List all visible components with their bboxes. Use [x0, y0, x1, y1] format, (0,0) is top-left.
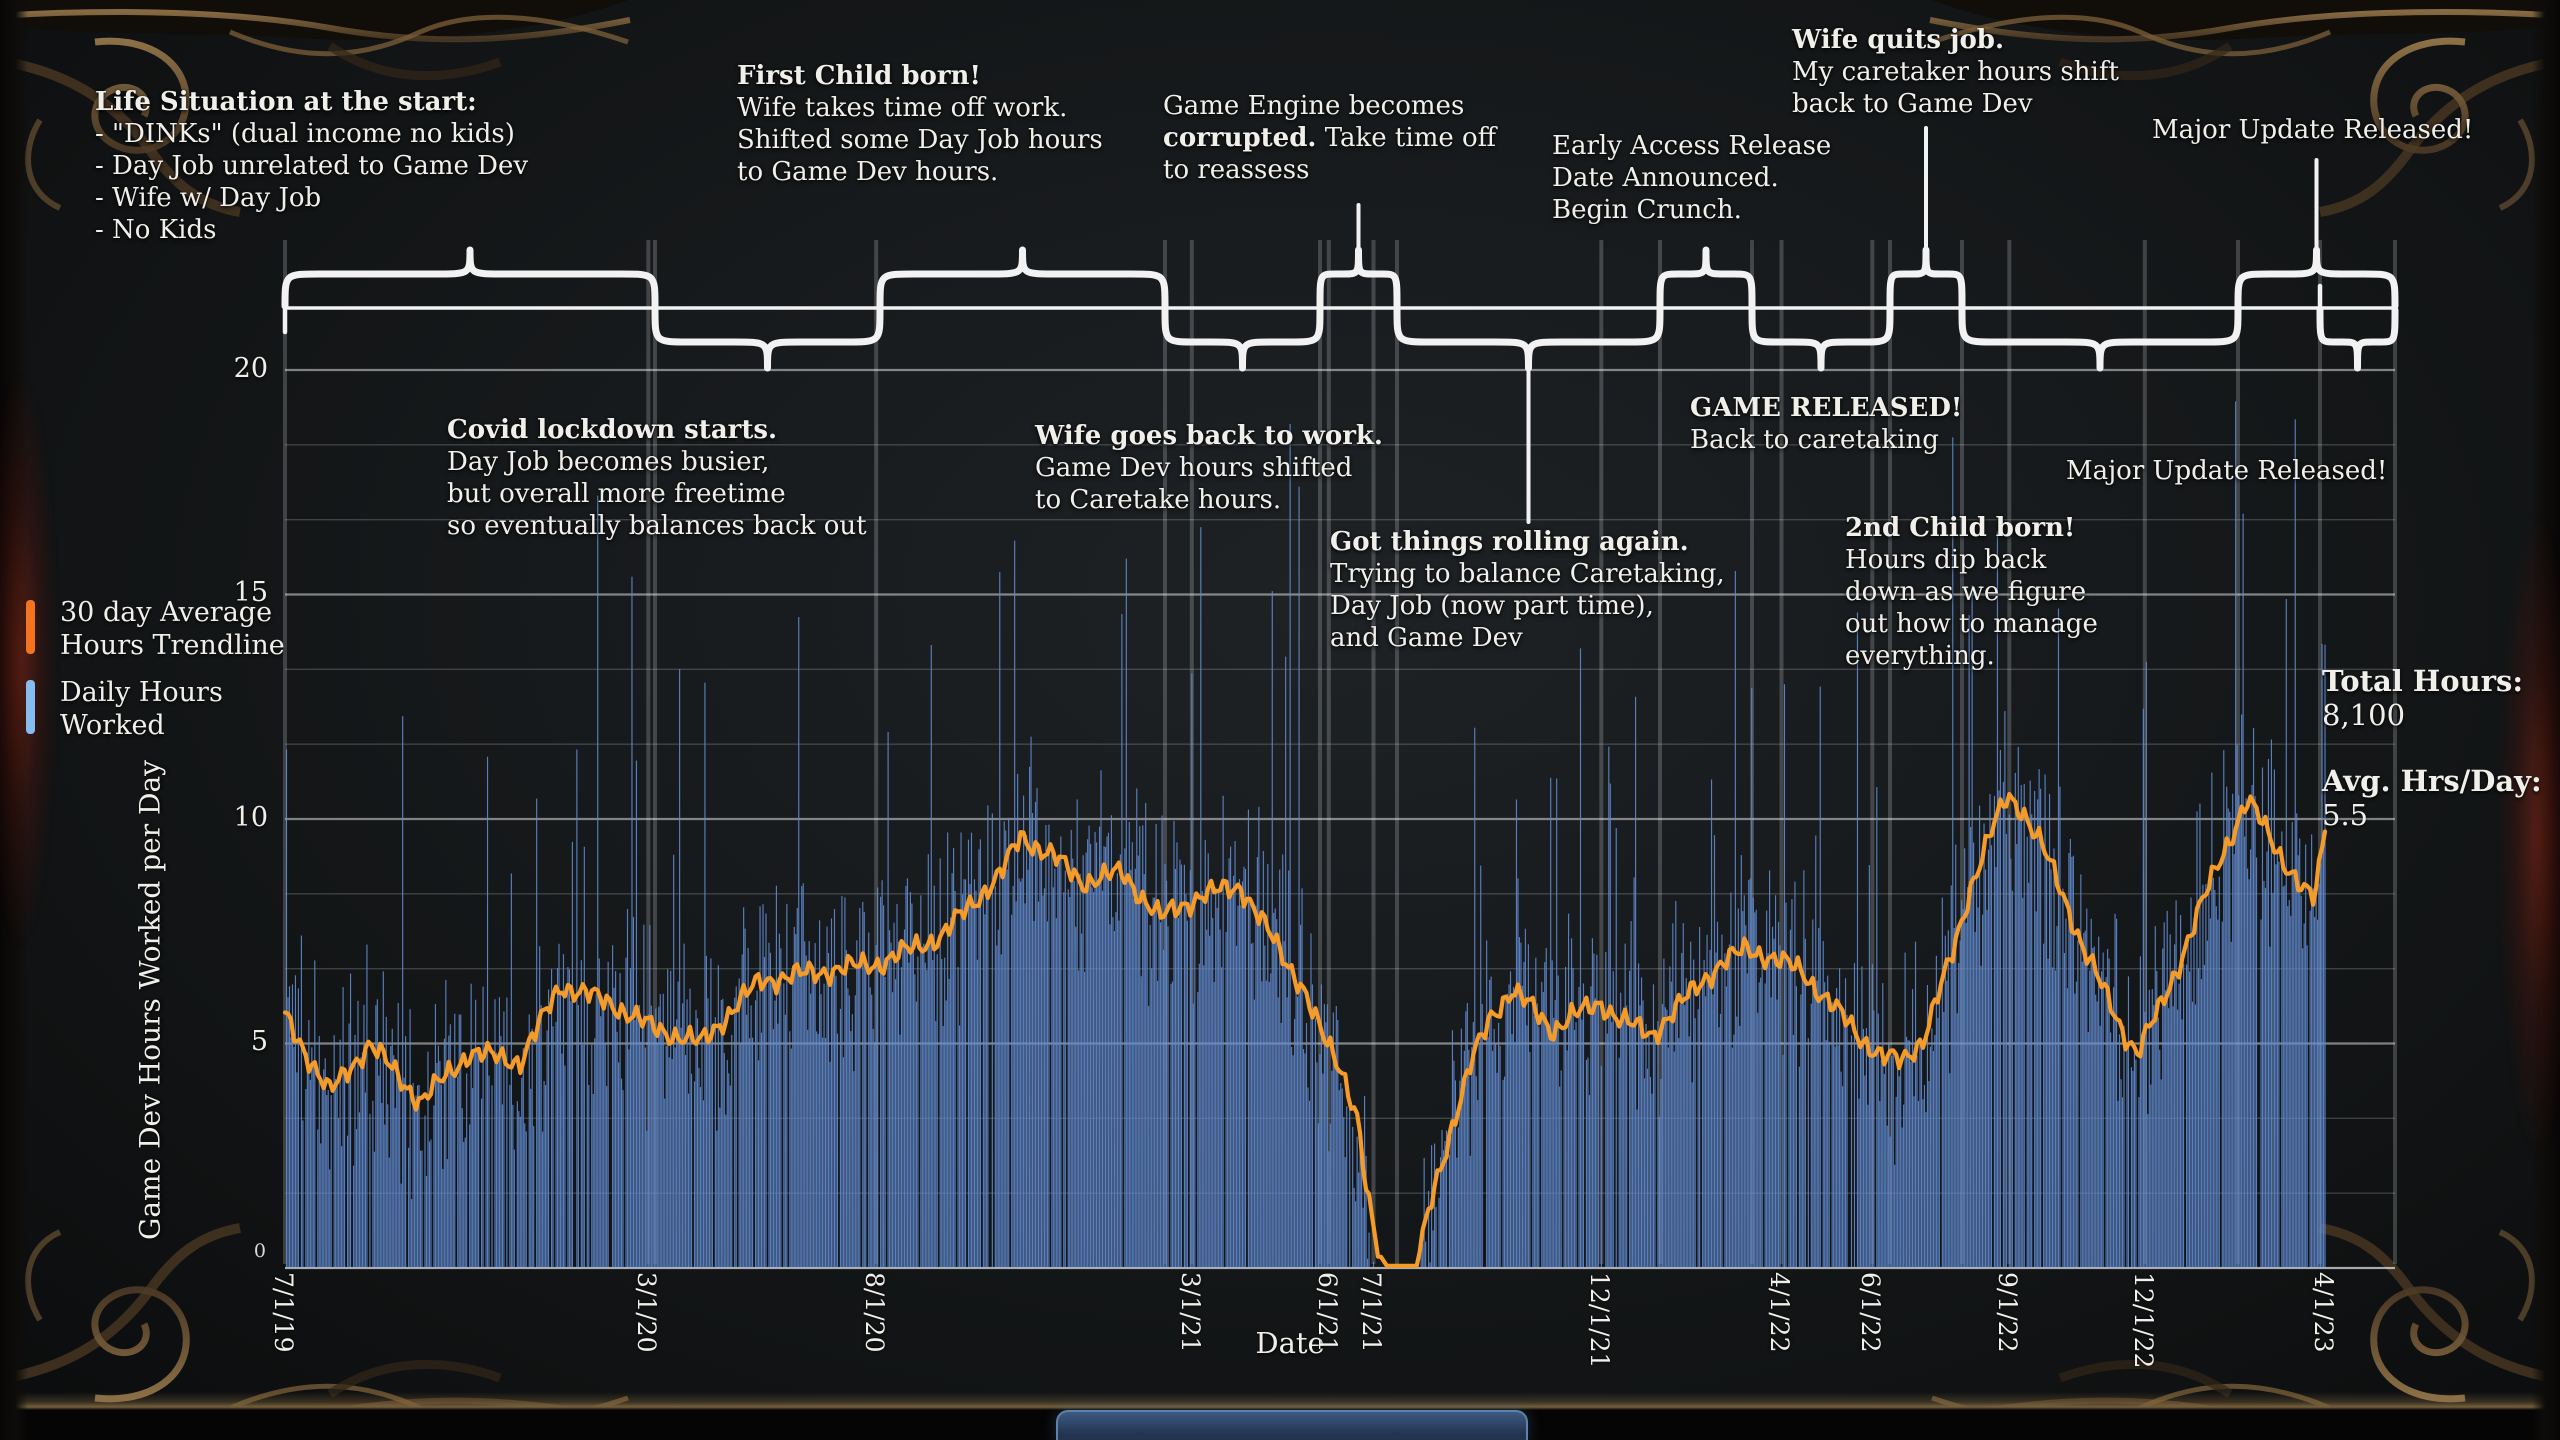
x-tick-label: 7/1/21 — [1357, 1272, 1387, 1353]
event-strip — [1888, 240, 1892, 1264]
x-tick-label: 12/1/22 — [2128, 1272, 2158, 1369]
trendline-30day — [282, 791, 2328, 1268]
event-strip — [1318, 240, 1322, 1264]
event-strip — [1658, 240, 1662, 1264]
y-tick-0: 0 — [253, 1240, 266, 1262]
annotation-early-access: Early Access Release Date Announced. Begin… — [1552, 131, 1832, 225]
x-tick-label: 3/1/20 — [632, 1272, 662, 1353]
brace-game-released — [1748, 306, 1894, 372]
annotation-major-update-2: Major Update Released! — [2066, 456, 2388, 486]
annotation-first-child: First Child born! Wife takes time off wor… — [737, 61, 1103, 187]
daily-bars-legend-label: Daily Hours Worked — [60, 677, 223, 741]
brace-wife-back-to-work — [1161, 306, 1324, 372]
event-strip — [1960, 240, 1964, 1264]
game-ui-bottom-bar — [1056, 1410, 1528, 1440]
daily-bars-legend-swatch — [26, 680, 35, 734]
trendline-legend-label: 30 day Average Hours Trendline — [60, 597, 285, 661]
brace-covid-lockdown — [651, 306, 884, 372]
y-tick-15: 15 — [233, 577, 268, 608]
event-strip — [1395, 240, 1399, 1264]
y-axis-title: Game Dev Hours Worked per Day — [133, 759, 167, 1241]
summary-stats: Total Hours: 8,100 Avg. Hrs/Day: 5.5 — [2322, 664, 2542, 832]
annotation-life-situation: Life Situation at the start: - "DINKs" (d… — [95, 87, 529, 245]
brace-major-update-2 — [2316, 306, 2399, 372]
brace-second-child — [1958, 306, 2242, 372]
annotation-major-update-top: Major Update Released! — [2152, 115, 2474, 145]
annotation-covid-lockdown: Covid lockdown starts. Day Job becomes bu… — [447, 415, 867, 541]
avg-hours-value: 5.5 — [2322, 798, 2369, 832]
event-strip — [2007, 240, 2012, 1264]
x-tick-label: 3/1/21 — [1175, 1272, 1205, 1353]
event-timeline — [281, 126, 2399, 524]
x-tick-label: 4/1/22 — [1765, 1272, 1795, 1353]
total-hours-value: 8,100 — [2322, 698, 2406, 732]
event-strip — [2318, 240, 2322, 1264]
x-tick-label: 6/1/21 — [1312, 1272, 1342, 1353]
event-strip — [1326, 240, 1331, 1264]
brace-life-situation — [281, 246, 659, 310]
x-tick-label: 9/1/22 — [1993, 1272, 2023, 1353]
x-tick-label: 4/1/23 — [2309, 1272, 2338, 1353]
event-strip — [653, 240, 657, 1264]
event-strip — [1779, 240, 1784, 1264]
daily-bars — [285, 401, 2326, 1268]
annotation-wife-back-to-work: Wife goes back to work. Game Dev hours sh… — [1035, 421, 1383, 515]
annotation-got-things-rolling: Got things rolling again. Trying to balan… — [1330, 527, 1725, 653]
avg-hours-label: Avg. Hrs/Day: — [2322, 764, 2542, 798]
y-tick-10: 10 — [233, 802, 268, 833]
total-hours-label: Total Hours: — [2322, 664, 2524, 698]
x-tick-label: 8/1/20 — [860, 1272, 890, 1353]
event-strip — [1163, 240, 1167, 1264]
annotation-game-released: GAME RELEASED! Back to caretaking — [1690, 393, 1963, 455]
brace-early-access — [1656, 246, 1756, 310]
event-strip — [874, 240, 879, 1264]
event-strip — [283, 240, 287, 1264]
event-strip — [2236, 240, 2240, 1264]
brace-first-child — [876, 246, 1169, 310]
x-tick-label: 12/1/21 — [1585, 1272, 1615, 1369]
event-strip — [646, 240, 651, 1264]
x-tick-label: 7/1/19 — [269, 1272, 298, 1353]
y-tick-5: 5 — [250, 1026, 268, 1057]
y-tick-20: 20 — [233, 353, 268, 384]
x-tick-label: 6/1/22 — [1856, 1272, 1886, 1353]
x-axis-title: Date — [1255, 1326, 1325, 1360]
trendline-legend-swatch — [26, 600, 35, 654]
event-strip — [1870, 240, 1875, 1264]
event-strip — [2393, 240, 2397, 1264]
annotation-wife-quits-job: Wife quits job. My caretaker hours shift b… — [1792, 25, 2119, 119]
annotation-second-child: 2nd Child born! Hours dip back down as we … — [1845, 513, 2098, 671]
event-strip — [2142, 240, 2147, 1264]
event-strip — [1599, 240, 1604, 1264]
event-strip — [1371, 240, 1376, 1264]
annotation-game-engine-corrupted: Game Engine becomes corrupted. Take time … — [1163, 91, 1497, 185]
